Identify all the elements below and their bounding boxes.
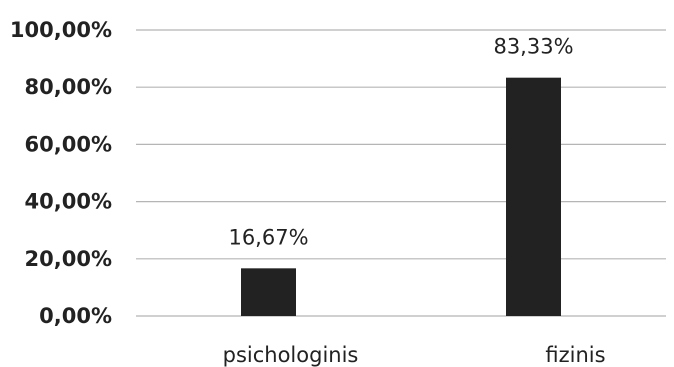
bars [241,77,561,316]
y-tick-label: 80,00% [25,75,112,99]
y-tick-label: 20,00% [25,247,112,271]
y-tick-label: 60,00% [25,132,112,156]
x-tick-label: psichologinis [223,343,359,367]
bar-fizinis [506,77,561,316]
x-axis-category-labels: psichologinis fizinis [223,343,606,367]
x-tick-label: fizinis [545,343,605,367]
gridlines [136,29,666,317]
y-tick-label: 40,00% [25,190,112,214]
data-labels: 16,67% 83,33% [228,35,573,250]
y-tick-label: 100,00% [10,18,112,42]
bar-psichologinis [241,268,296,316]
y-tick-label: 0,00% [39,304,112,328]
data-label: 16,67% [228,225,308,249]
data-label: 83,33% [493,35,573,59]
y-axis-tick-labels: 0,00% 20,00% 40,00% 60,00% 80,00% 100,00% [10,18,112,328]
